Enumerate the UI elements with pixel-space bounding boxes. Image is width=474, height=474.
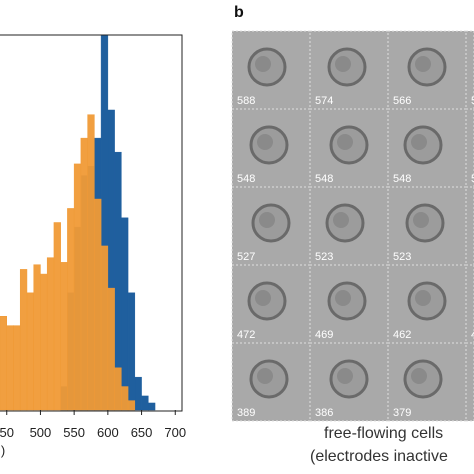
- histogram-bar: [141, 395, 149, 411]
- histogram-bar: [121, 217, 129, 411]
- histogram-bar: [107, 287, 115, 411]
- cell-value-label: 5: [471, 95, 474, 107]
- histogram-panel: 50 500 550 600 650 700 l): [0, 34, 186, 458]
- histogram-bar: [100, 245, 109, 411]
- cell-nucleus: [335, 56, 351, 72]
- cell-image: 5: [465, 108, 474, 188]
- histogram-bar: [94, 198, 102, 411]
- x-axis-ticks: 50 500 550 600 650 700: [0, 410, 186, 440]
- cell-value-label: 588: [237, 95, 255, 107]
- cell-value-label: 523: [315, 251, 333, 263]
- histogram-bar: [19, 269, 28, 411]
- histogram-bar: [127, 292, 136, 411]
- cell-image: 469: [309, 264, 389, 344]
- cell-nucleus: [257, 368, 273, 384]
- cell-value-label: 548: [393, 173, 411, 185]
- histogram-bar: [73, 163, 82, 411]
- histogram-bar: [26, 292, 34, 411]
- histogram-bar: [33, 264, 41, 411]
- cell-image: 548: [387, 108, 467, 188]
- histogram-bar: [121, 386, 129, 411]
- x-tick-label: 700: [164, 425, 186, 440]
- cell-value-label: 386: [315, 407, 333, 419]
- cell-image: 386: [309, 342, 389, 422]
- image-panel: b 588 574 566 5 548 548 548 5 527 523 523 472 469 462…: [231, 4, 474, 465]
- cell-value-label: 389: [237, 407, 255, 419]
- cell-nucleus: [333, 212, 349, 228]
- cell-image: 4: [465, 264, 474, 344]
- series-1: [0, 114, 136, 411]
- cell-nucleus: [259, 212, 275, 228]
- histogram-bar: [67, 208, 75, 411]
- cell-image: 5: [465, 30, 474, 110]
- cell-nucleus: [337, 134, 353, 150]
- histogram-bar: [13, 325, 21, 411]
- cell-image: 389: [231, 342, 311, 422]
- cell-nucleus: [335, 290, 351, 306]
- cell-nucleus: [411, 134, 427, 150]
- cell-image: 548: [309, 108, 389, 188]
- x-tick-label: 550: [63, 425, 85, 440]
- histogram-bar: [53, 222, 61, 411]
- cell-nucleus: [255, 56, 271, 72]
- histogram-bar: [40, 273, 48, 411]
- cell-value-label: 379: [393, 407, 411, 419]
- cell-value-label: 469: [315, 329, 333, 341]
- histogram-bars: [0, 34, 156, 411]
- histogram-bar: [87, 114, 95, 411]
- cell-nucleus: [415, 290, 431, 306]
- x-tick-label: 50: [0, 425, 14, 440]
- cell-image: 574: [309, 30, 389, 110]
- cell-tile: [465, 186, 474, 266]
- cell-value-label: 566: [393, 95, 411, 107]
- cell-value-label: 523: [393, 251, 411, 263]
- cell-image: 462: [387, 264, 467, 344]
- cell-tile: [465, 342, 474, 422]
- cell-nucleus: [337, 368, 353, 384]
- caption-line-2: (electrodes inactive: [310, 448, 448, 465]
- cell-image: 523: [309, 186, 389, 266]
- histogram-bar: [148, 402, 156, 411]
- cell-value-label: 574: [315, 95, 333, 107]
- cell-nucleus: [415, 56, 431, 72]
- cell-image: [465, 342, 474, 422]
- cell-image-grid: 588 574 566 5 548 548 548 5 527 523 523 472 469 462 4 3…: [231, 30, 474, 422]
- cell-image: 566: [387, 30, 467, 110]
- cell-value-label: 527: [237, 251, 255, 263]
- histogram-bar: [134, 376, 142, 411]
- plot-frame: [0, 34, 183, 412]
- x-tick-label: 650: [131, 425, 153, 440]
- cell-nucleus: [257, 134, 273, 150]
- cell-value-label: 472: [237, 329, 255, 341]
- caption-line-1: free-flowing cells: [324, 425, 443, 442]
- cell-image: 472: [231, 264, 311, 344]
- x-axis-label-fragment: l): [0, 443, 5, 458]
- cell-value-label: 462: [393, 329, 411, 341]
- cell-value-label: 4: [471, 329, 474, 341]
- cell-nucleus: [255, 290, 271, 306]
- cell-value-label: 5: [471, 173, 474, 185]
- histogram-bar: [6, 325, 14, 411]
- histogram-bar: [127, 400, 136, 411]
- histogram-bar: [60, 262, 68, 411]
- cell-image: 523: [387, 186, 467, 266]
- cell-image: [465, 186, 474, 266]
- cell-image: 527: [231, 186, 311, 266]
- cell-image: 548: [231, 108, 311, 188]
- cell-image: 379: [387, 342, 467, 422]
- cell-tile: [387, 108, 467, 188]
- x-tick-label: 600: [97, 425, 119, 440]
- histogram-bar: [46, 257, 55, 411]
- cell-nucleus: [411, 368, 427, 384]
- cell-value-label: 548: [315, 173, 333, 185]
- histogram-bar: [80, 137, 88, 411]
- histogram-bar: [0, 316, 7, 411]
- histogram-bar: [114, 367, 122, 411]
- cell-value-label: 548: [237, 173, 255, 185]
- x-tick-label: 500: [30, 425, 52, 440]
- panel-b-label: b: [234, 4, 244, 21]
- cell-image: 588: [231, 30, 311, 110]
- cell-nucleus: [413, 212, 429, 228]
